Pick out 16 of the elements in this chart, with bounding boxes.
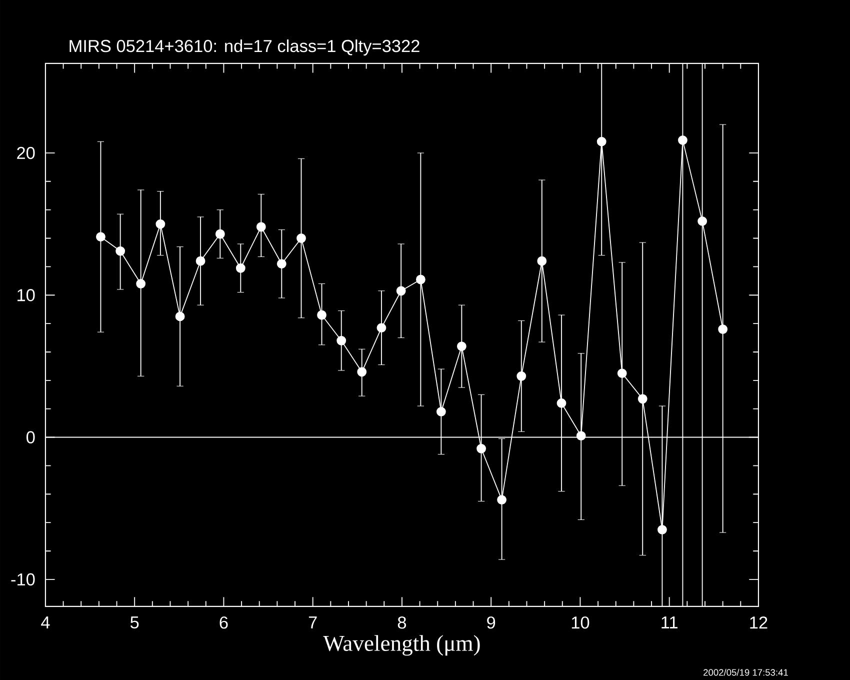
text: 2002/05/19 17:53:41 [704,668,788,676]
x-tick-label: 5 [130,616,139,628]
x-tick-label: 11 [662,616,678,628]
y-tick-label: 0 [26,431,35,444]
chart-title: MIRS 05214+3610: nd=17 class=1 Qlty=3322 [70,39,420,56]
y-tick-label: 10 [18,289,35,302]
x-tick-label: 4 [41,616,50,628]
x-tick-label: 10 [572,616,590,629]
x-tick-label: 12 [750,616,768,629]
x-tick-label: 6 [220,616,228,629]
x-axis-title: Wavelength (μm) [323,635,480,656]
x-tick-label: 9 [487,616,496,629]
y-tick-label: -10 [11,573,35,586]
y-tick-label: 20 [17,146,35,160]
x-tick-label: 8 [398,616,406,629]
x-tick-label: 7 [308,616,317,628]
